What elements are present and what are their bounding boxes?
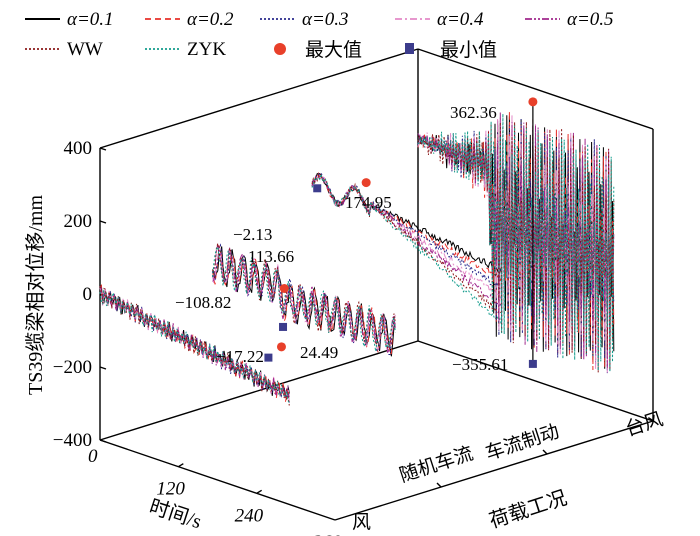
z-tick: [99, 439, 107, 443]
y-axis-line: [334, 420, 654, 521]
min-marker: [528, 359, 537, 368]
max-label: 24.49: [300, 343, 338, 362]
trace-随机车流-α=0.5: [212, 244, 396, 355]
x-axis-line: [99, 439, 336, 521]
y-tick-label: 车流制动: [483, 420, 562, 464]
min-marker: [279, 322, 288, 331]
trace-台风-α=0.4: [417, 114, 615, 373]
trace-车流制动-α=0.4: [311, 174, 502, 300]
min-marker: [313, 184, 322, 193]
max-label: 174.95: [345, 193, 392, 212]
x-tick-label: 360: [312, 532, 342, 536]
top-left-edge: [99, 48, 419, 149]
trace-台风-ZYK: [417, 113, 615, 372]
x-axis-label: 时间/s: [146, 495, 204, 533]
max-label: 362.36: [450, 103, 497, 122]
z-tick-label: 200: [64, 211, 93, 232]
legend-label: 最大值: [305, 39, 362, 61]
max-marker: [528, 97, 538, 107]
z-tick: [99, 220, 107, 224]
x-tick: [256, 489, 263, 494]
z-tick-label: −200: [53, 357, 92, 378]
trace-车流制动-α=0.5: [311, 174, 502, 307]
legend-label: α=0.5: [567, 9, 614, 30]
extreme-markers: 24.49 −17.22 −2.13 −108.82 174.95 113.66 362.3…: [175, 97, 538, 374]
min-marker: [264, 353, 273, 362]
z-tick-label: 0: [83, 284, 93, 305]
max-marker: [276, 342, 286, 352]
legend: α=0.1 α=0.2 α=0.3 α=0.4 α=0.5 WW ZYK 最大值 最小值: [25, 9, 614, 61]
legend-label: ZYK: [187, 39, 226, 60]
min-label: −108.82: [175, 293, 231, 312]
legend-label: α=0.3: [302, 9, 349, 30]
back-bottom-edge: [417, 340, 654, 422]
back-top-edge: [417, 48, 654, 130]
traces: [99, 110, 615, 406]
min-label: −17.22: [216, 347, 264, 366]
y-tick: [542, 449, 548, 455]
trace-车流制动-α=0.1: [311, 172, 502, 274]
trace-车流制动-ZYK: [311, 173, 502, 325]
trace-随机车流-α=0.3: [212, 243, 396, 355]
trace-风-ZYK: [99, 289, 290, 404]
legend-label: WW: [67, 39, 103, 60]
x-tick-label: 240: [235, 505, 264, 526]
z-tick: [99, 147, 107, 151]
legend-label: α=0.2: [187, 9, 234, 30]
legend-label: α=0.4: [437, 9, 484, 30]
y-tick: [436, 482, 442, 488]
x-tick-label: 0: [88, 446, 98, 467]
max-label: −2.13: [233, 225, 272, 244]
max-marker: [361, 178, 371, 188]
min-label: 113.66: [248, 247, 294, 266]
trace-风-α=0.4: [99, 287, 290, 403]
legend-min-marker: [405, 43, 414, 54]
legend-label: 最小值: [440, 39, 497, 61]
legend-max-marker: [274, 43, 286, 55]
z-axis-label: TS39缆梁相对位移/mm: [24, 195, 47, 395]
z-tick-label: 400: [64, 138, 93, 159]
y-axis-label: 荷载工况: [486, 486, 569, 533]
trace-车流制动-α=0.2: [311, 171, 502, 283]
z-tick-label: −400: [53, 430, 92, 451]
min-label: −355.61: [452, 355, 508, 374]
max-marker: [279, 283, 289, 293]
back-bottom-left-edge: [99, 340, 419, 441]
z-tick: [99, 366, 107, 370]
legend-label: α=0.1: [67, 9, 114, 30]
x-tick-label: 120: [156, 479, 185, 500]
trace-风-WW: [99, 285, 290, 406]
y-tick-label: 风: [352, 512, 371, 533]
trace-车流制动-WW: [311, 174, 502, 315]
x-tick: [177, 463, 184, 468]
